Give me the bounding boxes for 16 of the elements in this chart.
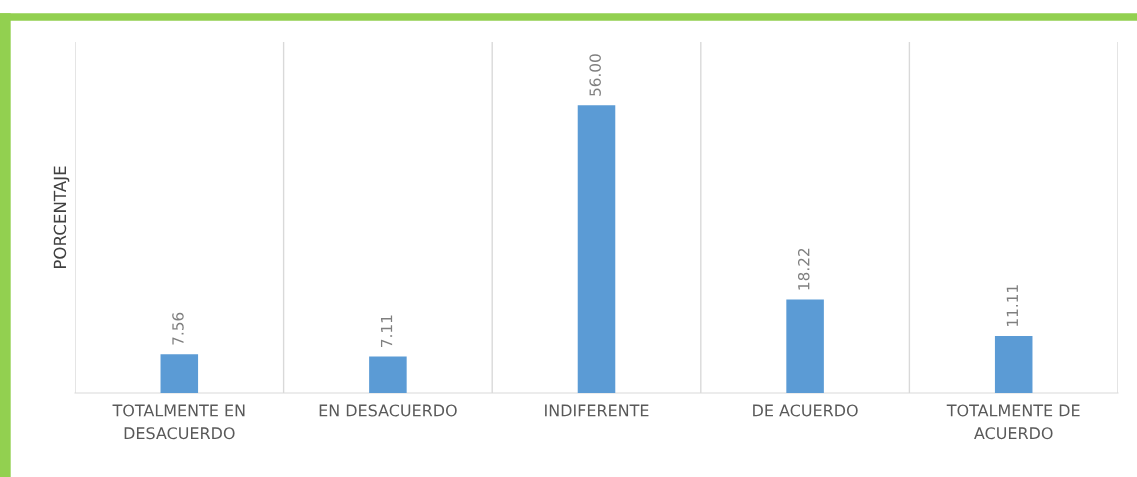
x-tick-label: TOTALMENTE EN DESACUERDO	[112, 404, 245, 440]
x-tick-label: DE ACUERDO	[753, 404, 858, 417]
x-tick-label: TOTALMENTE DE ACUERDO	[946, 404, 1080, 440]
data-label: 56.00	[589, 54, 601, 96]
bar	[160, 354, 199, 393]
bar	[786, 299, 824, 393]
x-tick-label: EN DESACUERDO	[319, 404, 457, 417]
data-label: 7.56	[172, 312, 184, 345]
y-axis-title: PORCENTAJE	[53, 166, 70, 269]
data-label: 7.11	[380, 315, 393, 347]
data-label: 11.11	[1006, 285, 1018, 326]
bar	[994, 335, 1033, 393]
x-tick-label: INDIFERENTE	[545, 404, 649, 417]
bar	[369, 356, 407, 393]
bar	[577, 105, 616, 393]
data-label: 18.22	[797, 248, 810, 290]
